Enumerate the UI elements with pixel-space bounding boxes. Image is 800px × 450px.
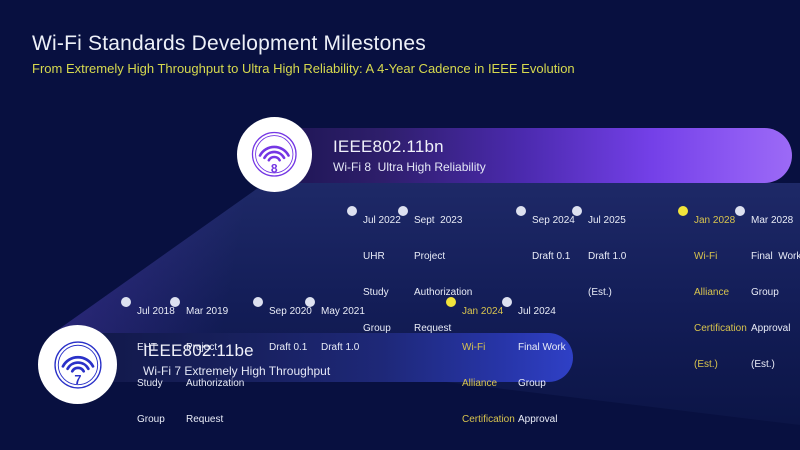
milestone-dot-highlight bbox=[678, 206, 688, 216]
milestone-line: UHR bbox=[363, 251, 385, 262]
milestone-line: Approval bbox=[518, 414, 558, 425]
milestone-date: Sept 2023 bbox=[414, 215, 463, 226]
milestone-dot bbox=[502, 297, 512, 307]
milestone-line: Draft 1.0 bbox=[321, 342, 360, 353]
milestone-line: Request bbox=[186, 414, 224, 425]
wifi8-standard-band: IEEE802.11bn Wi-Fi 8 Ultra High Reliabil… bbox=[293, 128, 792, 183]
milestone-date: Jul 2018 bbox=[137, 306, 175, 317]
page-subtitle: From Extremely High Throughput to Ultra … bbox=[32, 61, 575, 76]
wifi7-badge: 7 bbox=[38, 325, 117, 404]
milestone-dot bbox=[735, 206, 745, 216]
milestone-dot bbox=[516, 206, 526, 216]
milestone-line: Wi-Fi bbox=[694, 251, 718, 262]
wifi-icon: 7 bbox=[53, 340, 102, 389]
milestone-line: Wi-Fi bbox=[462, 342, 486, 353]
milestone-line: Final Work bbox=[518, 342, 566, 353]
milestone-line: Group bbox=[518, 378, 546, 389]
milestone-line: Group bbox=[363, 323, 391, 334]
milestone-date: Jul 2024 bbox=[518, 306, 556, 317]
milestone-date: Jan 2024 bbox=[462, 306, 504, 317]
milestone-line: Final Work bbox=[751, 251, 800, 262]
wifi7-standard-description: Wi-Fi 7 Extremely High Throughput bbox=[143, 364, 331, 378]
wifi-icon: 8 bbox=[252, 132, 297, 177]
milestone-line: Draft 0.1 bbox=[532, 251, 571, 262]
milestone-line: (Est.) bbox=[588, 287, 612, 298]
milestone-date: Jul 2025 bbox=[588, 215, 626, 226]
milestone-line: Project bbox=[414, 251, 446, 262]
wifi7-generation-number: 7 bbox=[74, 372, 81, 387]
milestone-dot bbox=[170, 297, 180, 307]
milestone-date: Jul 2022 bbox=[363, 215, 401, 226]
milestone-date: Mar 2019 bbox=[186, 306, 229, 317]
milestone-dot bbox=[305, 297, 315, 307]
milestone-date: Jan 2028 bbox=[694, 215, 736, 226]
wifi8-badge: 8 bbox=[237, 117, 312, 192]
milestone-line: Authorization bbox=[186, 378, 245, 389]
milestone-dot bbox=[398, 206, 408, 216]
wifi8-standard-description: Wi-Fi 8 Ultra High Reliability bbox=[333, 160, 486, 174]
milestone-date: Sep 2024 bbox=[532, 215, 575, 226]
milestone-line: EHT bbox=[137, 342, 157, 353]
milestone-line: Draft 0.1 bbox=[269, 342, 308, 353]
milestone-dot bbox=[253, 297, 263, 307]
wifi8-generation-number: 8 bbox=[271, 162, 278, 176]
milestone-line: Study bbox=[363, 287, 389, 298]
milestone-line: Request bbox=[414, 323, 452, 334]
milestone-line: Study bbox=[137, 378, 163, 389]
milestone-dot bbox=[572, 206, 582, 216]
milestone-dot bbox=[121, 297, 131, 307]
milestone-line: Alliance bbox=[694, 287, 730, 298]
milestone-line: Draft 1.0 bbox=[588, 251, 627, 262]
milestone-date: Sep 2020 bbox=[269, 306, 312, 317]
milestone-line: Certification bbox=[694, 323, 747, 334]
milestone-line: Certification bbox=[462, 414, 515, 425]
milestone-dot bbox=[347, 206, 357, 216]
milestone-line: Alliance bbox=[462, 378, 498, 389]
milestone-line: (Est.) bbox=[751, 359, 775, 370]
milestone-line: Group bbox=[137, 414, 165, 425]
milestone-date: May 2021 bbox=[321, 306, 365, 317]
milestone-line: (Est.) bbox=[694, 359, 718, 370]
wifi7-standard-name: IEEE802.11be bbox=[143, 341, 254, 360]
milestone-line: Authorization bbox=[414, 287, 473, 298]
milestone-line: Group bbox=[751, 287, 779, 298]
page-title: Wi-Fi Standards Development Milestones bbox=[32, 32, 426, 55]
milestone-date: Mar 2028 bbox=[751, 215, 794, 226]
wifi8-standard-name: IEEE802.11bn bbox=[333, 137, 444, 156]
wifi7-standard-band: IEEE802.11be Wi-Fi 7 Extremely High Thro… bbox=[70, 333, 573, 382]
milestone-line: Approval bbox=[751, 323, 791, 334]
milestone-dot-highlight bbox=[446, 297, 456, 307]
milestone-line: Project bbox=[186, 342, 218, 353]
